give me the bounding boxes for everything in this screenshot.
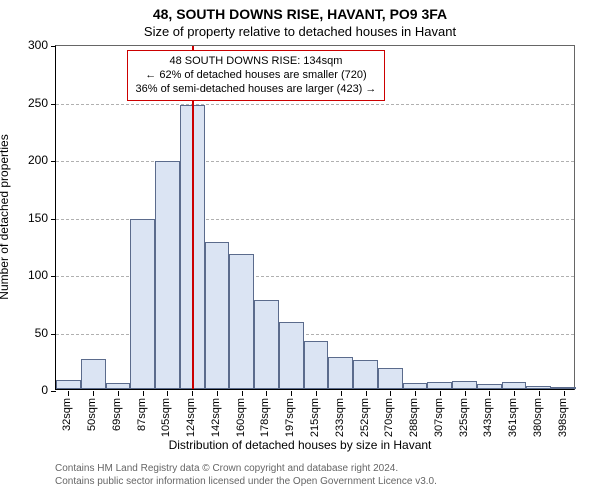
histogram-bar bbox=[403, 383, 428, 389]
histogram-bar bbox=[81, 359, 106, 389]
histogram-bar bbox=[378, 368, 403, 389]
histogram-bar bbox=[229, 254, 254, 389]
x-tick-mark bbox=[440, 391, 441, 396]
y-tick-mark bbox=[51, 161, 56, 162]
x-tick-label: 307sqm bbox=[433, 398, 445, 437]
y-tick-label: 150 bbox=[8, 211, 48, 225]
y-tick-mark bbox=[51, 391, 56, 392]
histogram-bar bbox=[353, 360, 378, 389]
annotation-line: 36% of semi-detached houses are larger (… bbox=[136, 83, 377, 97]
x-tick-mark bbox=[489, 391, 490, 396]
chart-subtitle: Size of property relative to detached ho… bbox=[0, 24, 600, 39]
histogram-bar bbox=[502, 382, 527, 389]
x-tick-mark bbox=[390, 391, 391, 396]
y-tick-mark bbox=[51, 104, 56, 105]
x-tick-mark bbox=[217, 391, 218, 396]
x-tick-label: 343sqm bbox=[482, 398, 494, 437]
histogram-bar bbox=[551, 387, 576, 389]
y-tick-label: 200 bbox=[8, 153, 48, 167]
gridline bbox=[56, 161, 574, 162]
histogram-bar bbox=[254, 300, 279, 389]
x-tick-mark bbox=[341, 391, 342, 396]
x-tick-label: 32sqm bbox=[61, 398, 73, 431]
x-tick-mark bbox=[291, 391, 292, 396]
x-tick-label: 233sqm bbox=[334, 398, 346, 437]
x-tick-label: 87sqm bbox=[136, 398, 148, 431]
x-tick-mark bbox=[266, 391, 267, 396]
y-tick-label: 0 bbox=[8, 383, 48, 397]
x-tick-mark bbox=[242, 391, 243, 396]
x-tick-label: 105sqm bbox=[160, 398, 172, 437]
chart-title-address: 48, SOUTH DOWNS RISE, HAVANT, PO9 3FA bbox=[0, 6, 600, 22]
x-tick-label: 160sqm bbox=[235, 398, 247, 437]
x-tick-mark bbox=[192, 391, 193, 396]
histogram-bar bbox=[56, 380, 81, 389]
histogram-bar bbox=[477, 384, 502, 389]
x-tick-label: 178sqm bbox=[259, 398, 271, 437]
histogram-bar bbox=[452, 381, 477, 389]
histogram-bar bbox=[279, 322, 304, 389]
x-tick-mark bbox=[465, 391, 466, 396]
x-tick-mark bbox=[415, 391, 416, 396]
y-tick-label: 100 bbox=[8, 268, 48, 282]
x-tick-label: 361sqm bbox=[507, 398, 519, 437]
annotation-line: 48 SOUTH DOWNS RISE: 134sqm bbox=[136, 55, 377, 69]
x-tick-mark bbox=[167, 391, 168, 396]
histogram-bar bbox=[526, 386, 551, 389]
x-tick-label: 288sqm bbox=[408, 398, 420, 437]
x-tick-label: 142sqm bbox=[210, 398, 222, 437]
y-tick-label: 300 bbox=[8, 38, 48, 52]
y-tick-mark bbox=[51, 276, 56, 277]
histogram-bar bbox=[304, 341, 329, 389]
histogram-bar bbox=[205, 242, 230, 389]
x-tick-label: 252sqm bbox=[359, 398, 371, 437]
x-tick-mark bbox=[514, 391, 515, 396]
x-tick-label: 124sqm bbox=[185, 398, 197, 437]
x-tick-mark bbox=[118, 391, 119, 396]
histogram-bar bbox=[155, 161, 180, 389]
x-tick-mark bbox=[93, 391, 94, 396]
histogram-bar bbox=[427, 382, 452, 389]
x-tick-label: 325sqm bbox=[458, 398, 470, 437]
footer-line-1: Contains HM Land Registry data © Crown c… bbox=[55, 462, 600, 475]
x-tick-label: 50sqm bbox=[86, 398, 98, 431]
histogram-plot-area: 48 SOUTH DOWNS RISE: 134sqm← 62% of deta… bbox=[55, 45, 575, 390]
y-tick-mark bbox=[51, 46, 56, 47]
copyright-footer: Contains HM Land Registry data © Crown c… bbox=[0, 462, 600, 488]
histogram-bar bbox=[328, 357, 353, 389]
x-tick-label: 215sqm bbox=[309, 398, 321, 437]
x-tick-mark bbox=[68, 391, 69, 396]
histogram-bar bbox=[106, 383, 131, 389]
gridline bbox=[56, 104, 574, 105]
histogram-bar bbox=[130, 219, 155, 389]
x-tick-mark bbox=[366, 391, 367, 396]
x-tick-label: 69sqm bbox=[111, 398, 123, 431]
x-tick-label: 197sqm bbox=[284, 398, 296, 437]
x-axis-label: Distribution of detached houses by size … bbox=[0, 438, 600, 452]
y-tick-label: 50 bbox=[8, 326, 48, 340]
x-tick-label: 380sqm bbox=[532, 398, 544, 437]
y-tick-mark bbox=[51, 219, 56, 220]
annotation-line: ← 62% of detached houses are smaller (72… bbox=[136, 69, 377, 83]
y-tick-mark bbox=[51, 334, 56, 335]
annotation-box: 48 SOUTH DOWNS RISE: 134sqm← 62% of deta… bbox=[127, 50, 386, 101]
x-tick-label: 270sqm bbox=[383, 398, 395, 437]
x-tick-mark bbox=[143, 391, 144, 396]
y-tick-label: 250 bbox=[8, 96, 48, 110]
x-tick-mark bbox=[564, 391, 565, 396]
x-tick-mark bbox=[316, 391, 317, 396]
x-tick-mark bbox=[539, 391, 540, 396]
footer-line-2: Contains public sector information licen… bbox=[55, 475, 600, 488]
x-tick-label: 398sqm bbox=[557, 398, 569, 437]
